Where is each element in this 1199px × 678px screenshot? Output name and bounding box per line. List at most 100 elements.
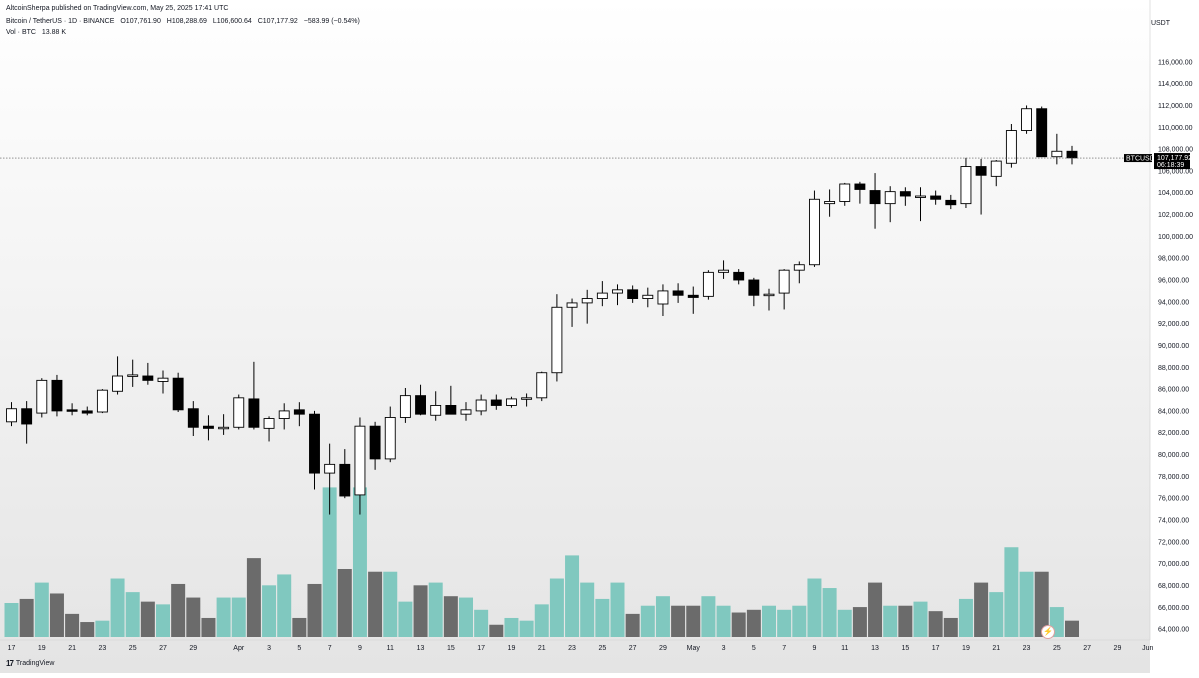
y-tick-label: 64,000.00	[1158, 627, 1189, 634]
candle-body	[915, 195, 926, 198]
volume-bar	[519, 620, 534, 637]
candle-body	[551, 306, 563, 374]
candle-body	[81, 410, 93, 414]
volume-bar	[549, 578, 564, 637]
volume-bar	[989, 592, 1004, 637]
y-tick-label: 68,000.00	[1158, 583, 1189, 590]
volume-bar	[686, 605, 701, 637]
x-tick-label: 19	[38, 645, 46, 652]
candle-body	[21, 408, 33, 425]
x-tick-label: 23	[568, 645, 576, 652]
volume-bar	[1019, 571, 1034, 637]
x-tick-label: 29	[659, 645, 667, 652]
currency-label[interactable]: USDT	[1150, 20, 1170, 27]
x-tick-label: 9	[812, 645, 816, 652]
candle-body	[339, 463, 351, 497]
candle-body	[384, 417, 396, 460]
candle-body	[687, 294, 699, 298]
candle-body	[6, 408, 17, 423]
volume-bar	[489, 624, 504, 637]
candle-body	[263, 418, 275, 429]
y-tick-label: 76,000.00	[1158, 496, 1189, 503]
brand-name: TradingView	[15, 660, 55, 667]
candle-body	[1021, 108, 1032, 131]
volume-bar	[428, 582, 443, 637]
volume-bar	[352, 487, 367, 637]
volume-bar	[534, 604, 549, 637]
volume-bar	[868, 582, 883, 637]
volume-bar	[156, 604, 170, 637]
candle-body	[369, 425, 381, 460]
bolt-icon[interactable]: ⚡	[1041, 625, 1055, 639]
candle-body	[763, 293, 775, 297]
x-tick-label: 13	[871, 645, 879, 652]
volume-bar	[34, 582, 49, 637]
y-tick-label: 100,000.00	[1158, 234, 1193, 241]
volume-label[interactable]: Vol · BTC	[6, 29, 36, 36]
candle-body	[793, 264, 805, 271]
volume-bar	[216, 597, 231, 637]
candle-body	[975, 166, 987, 176]
volume-bar	[731, 612, 746, 637]
candle-body	[596, 292, 608, 299]
x-tick-label: 17	[8, 645, 16, 652]
candle-body	[66, 409, 78, 412]
candle-body	[415, 395, 426, 415]
candle-body	[702, 271, 714, 297]
candle-body	[521, 397, 533, 400]
price-tag-value: 107,177.92	[1157, 155, 1192, 162]
volume-bar	[671, 605, 686, 637]
candle-body	[657, 290, 669, 305]
x-tick-label: 9	[358, 645, 362, 652]
candle-body	[475, 399, 487, 412]
x-tick-label: 5	[752, 645, 756, 652]
volume-bar	[701, 596, 716, 637]
volume-bar	[368, 571, 383, 637]
y-tick-label: 88,000.00	[1158, 365, 1189, 372]
candle-body	[1066, 150, 1078, 159]
ohlc-close: C107,177.92	[257, 18, 298, 25]
x-tick-label: 15	[901, 645, 909, 652]
volume-bar	[413, 585, 428, 637]
volume-bar	[383, 571, 398, 637]
symbol-name[interactable]: Bitcoin / TetherUS · 1D · BINANCE	[6, 18, 115, 25]
candle-body	[233, 397, 245, 428]
y-tick-label: 82,000.00	[1158, 430, 1189, 437]
candle-body	[839, 183, 851, 202]
x-tick-label: 27	[159, 645, 167, 652]
candle-body	[748, 279, 760, 296]
candle-body	[884, 191, 896, 205]
candle-body	[430, 405, 442, 416]
x-tick-label: 7	[782, 645, 786, 652]
volume-bar	[459, 597, 473, 637]
volume-bar	[4, 603, 19, 637]
candle-body	[990, 160, 1002, 177]
y-tick-label: 96,000.00	[1158, 278, 1189, 285]
x-tick-label: 21	[538, 645, 546, 652]
candle-body	[672, 290, 684, 296]
volume-bar	[171, 583, 186, 637]
candle-body	[309, 413, 320, 474]
volume-bar	[231, 597, 246, 637]
candle-body	[293, 409, 305, 415]
x-tick-label: May	[687, 645, 701, 652]
price-tag-countdown: 06:18:39	[1157, 162, 1184, 169]
candle-body	[778, 269, 790, 294]
volume-value: 13.88 K	[41, 29, 67, 36]
ohlc-low: L106,600.64	[212, 18, 252, 25]
candle-body	[536, 372, 548, 399]
y-tick-label: 66,000.00	[1158, 605, 1189, 612]
volume-bar	[898, 605, 913, 637]
volume-bar	[307, 583, 322, 637]
price-tag	[1154, 153, 1190, 170]
ohlc-open: O107,761.90	[120, 18, 161, 25]
y-tick-label: 74,000.00	[1158, 518, 1189, 525]
volume-bar	[792, 605, 807, 637]
y-tick-label: 102,000.00	[1158, 212, 1193, 219]
volume-bar	[504, 617, 519, 637]
y-tick-label: 70,000.00	[1158, 561, 1189, 568]
y-tick-label: 98,000.00	[1158, 256, 1189, 263]
